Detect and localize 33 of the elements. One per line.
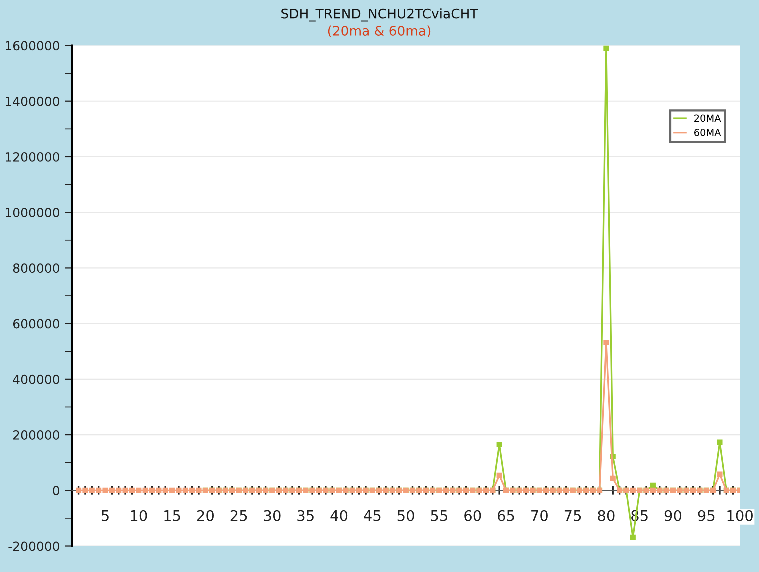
x-tick-label: 5 (102, 510, 109, 522)
x-tick-label: 55 (431, 510, 448, 522)
x-tick-label: 90 (664, 510, 682, 522)
x-tick-label: 10 (131, 510, 148, 522)
y-tick-label: 1000000 (6, 208, 60, 218)
chart-subtitle: (20ma & 60ma) (328, 26, 431, 38)
x-tick-label: 25 (230, 510, 248, 522)
x-tick-label: 15 (164, 510, 180, 522)
x-tick-label: 50 (398, 510, 414, 522)
y-tick-label: 1600000 (6, 41, 60, 51)
y-tick-label: 0 (53, 486, 60, 496)
x-tick-label: 80 (598, 510, 615, 522)
x-tick-label: 35 (298, 510, 314, 522)
y-tick-label: 800000 (13, 264, 60, 274)
x-tick-label: 30 (264, 510, 281, 522)
y-tick-label: 200000 (13, 430, 60, 440)
chart-title: SDH_TREND_NCHU2TCviaCHT (282, 8, 478, 22)
y-tick-label: 600000 (13, 319, 60, 329)
y-tick-label: 1200000 (6, 152, 60, 162)
y-tick-label: 400000 (13, 374, 60, 384)
y-tick-label: -200000 (8, 542, 60, 552)
legend-label: 20MA (694, 114, 722, 122)
x-tick-label: 95 (698, 510, 715, 522)
x-tick-label: 65 (498, 510, 514, 522)
x-tick-label: 75 (564, 510, 582, 522)
legend-label: 60MA (694, 129, 722, 136)
x-tick-label: 40 (330, 510, 348, 522)
x-tick-label: 100 (728, 510, 753, 522)
x-tick-label: 70 (532, 510, 548, 522)
x-tick-label: 45 (364, 510, 381, 522)
x-tick-label: 60 (464, 510, 482, 522)
y-tick-label: 1400000 (6, 96, 60, 106)
x-tick-label: 20 (197, 510, 214, 522)
